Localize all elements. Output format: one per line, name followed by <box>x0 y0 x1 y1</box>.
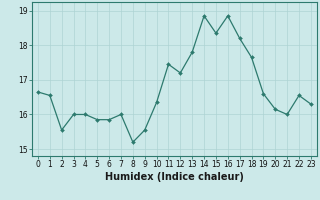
X-axis label: Humidex (Indice chaleur): Humidex (Indice chaleur) <box>105 172 244 182</box>
